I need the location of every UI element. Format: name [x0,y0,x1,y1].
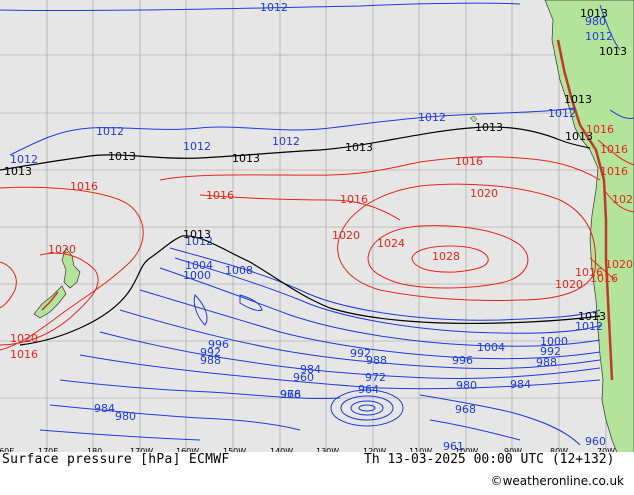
label-black: 1013 [565,130,593,143]
label-blue: 1012 [10,153,38,166]
label-blue: 988 [200,354,221,367]
label-red: 1016 [600,165,628,178]
label-black: 1013 [4,165,32,178]
isobar-labels: 1012 1012 1012 1012 1012 1012 1012 1012 … [4,1,634,453]
label-red: 1016 [10,348,38,361]
label-blue: 1012 [548,107,576,120]
galapagos-islands [469,115,478,123]
label-red: 1024 [377,237,405,250]
label-blue: 1012 [96,125,124,138]
label-black: 1013 [345,141,373,154]
label-blue: 984 [510,378,531,391]
footer: Surface pressure [hPa] ECMWF Th 13-03-20… [0,452,634,495]
lon-label: 170W [130,447,153,456]
label-red: 1016 [70,180,98,193]
lon-label: 110W [409,447,432,456]
label-blue: 988 [366,354,387,367]
lon-label: 80W [550,447,568,456]
label-blue: 1000 [540,335,568,348]
lon-label: 130W [316,447,339,456]
label-red: 1020 [605,258,633,271]
map-title: Surface pressure [hPa] ECMWF [2,452,230,467]
label-blue: 992 [200,346,221,359]
label-blue: 980 [456,379,477,392]
label-blue: 961 [443,440,464,453]
label-black: 1013 [578,310,606,323]
isobars-blue [0,2,634,446]
label-black: 1013 [183,228,211,241]
isobars-black [0,126,601,346]
label-blue: 1012 [575,320,603,333]
lon-label: 120W [363,447,386,456]
label-red: 1016 [575,266,603,279]
longitude-labels: 160E 170E 180 170W 160W 150W 140W 130W 1… [0,447,634,457]
label-black: 1013 [232,152,260,165]
label-red: 1016 [455,155,483,168]
label-blue: 968 [280,388,301,401]
label-red: 1020 [48,243,76,256]
label-blue: 1004 [185,259,213,272]
isobars-red [0,139,634,351]
lon-label: 160E [0,447,14,456]
andes-ridge [556,39,614,381]
label-red: 1016 [590,272,618,285]
label-red: 1020 [555,278,583,291]
south-america-land [544,0,634,455]
label-red: 1020 [10,332,38,345]
label-blue: 1012 [183,140,211,153]
label-blue: 992 [350,347,371,360]
label-blue: 996 [208,338,229,351]
label-blue: 968 [455,403,476,416]
label-blue: 1012 [272,135,300,148]
label-blue: 1008 [225,264,253,277]
label-red: 1020 [470,187,498,200]
lon-label: 90W [504,447,522,456]
label-black: 1013 [580,7,608,20]
label-blue: 984 [300,363,321,376]
label-blue: 984 [94,402,115,415]
label-blue: 1000 [183,269,211,282]
label-red: 1020 [332,229,360,242]
label-blue: 992 [540,345,561,358]
label-red: 1016 [600,143,628,156]
label-blue: 1012 [418,111,446,124]
label-blue: 1004 [477,341,505,354]
label-blue: 980 [585,15,606,28]
label-blue: 960 [293,371,314,384]
label-blue: 996 [452,354,473,367]
nz-alps [41,291,59,311]
label-blue: 964 [358,383,379,396]
label-red: 1016 [340,193,368,206]
label-blue: 976 [280,388,301,401]
label-blue: 1012 [185,235,213,248]
lon-label: 140W [270,447,293,456]
lon-label: 70W [597,447,615,456]
credit-link[interactable]: ©weatheronline.co.uk [490,474,624,488]
label-blue: 988 [536,356,557,369]
ocean-background [0,0,634,455]
label-red: 1016 [206,189,234,202]
lon-label: 150W [223,447,246,456]
lon-label: 180 [87,447,102,456]
label-black: 1013 [564,93,592,106]
label-blue: 972 [365,371,386,384]
lon-label: 100W [455,447,478,456]
label-blue: 980 [115,410,136,423]
pressure-map: 1012 1012 1012 1012 1012 1012 1012 1012 … [0,0,634,455]
label-black: 1013 [599,45,627,58]
label-red: 1016 [586,123,614,136]
label-red: 1028 [432,250,460,263]
label-black: 1013 [475,121,503,134]
label-blue: 1012 [260,1,288,14]
label-black: 1013 [108,150,136,163]
label-red: 1020 [612,193,634,206]
new-zealand-north-island [61,247,81,289]
forecast-datetime: Th 13-03-2025 00:00 UTC (12+132) [364,452,615,467]
label-blue: 1012 [585,30,613,43]
label-blue: 960 [585,435,606,448]
lon-label: 160W [176,447,199,456]
lon-label: 170E [38,447,58,456]
